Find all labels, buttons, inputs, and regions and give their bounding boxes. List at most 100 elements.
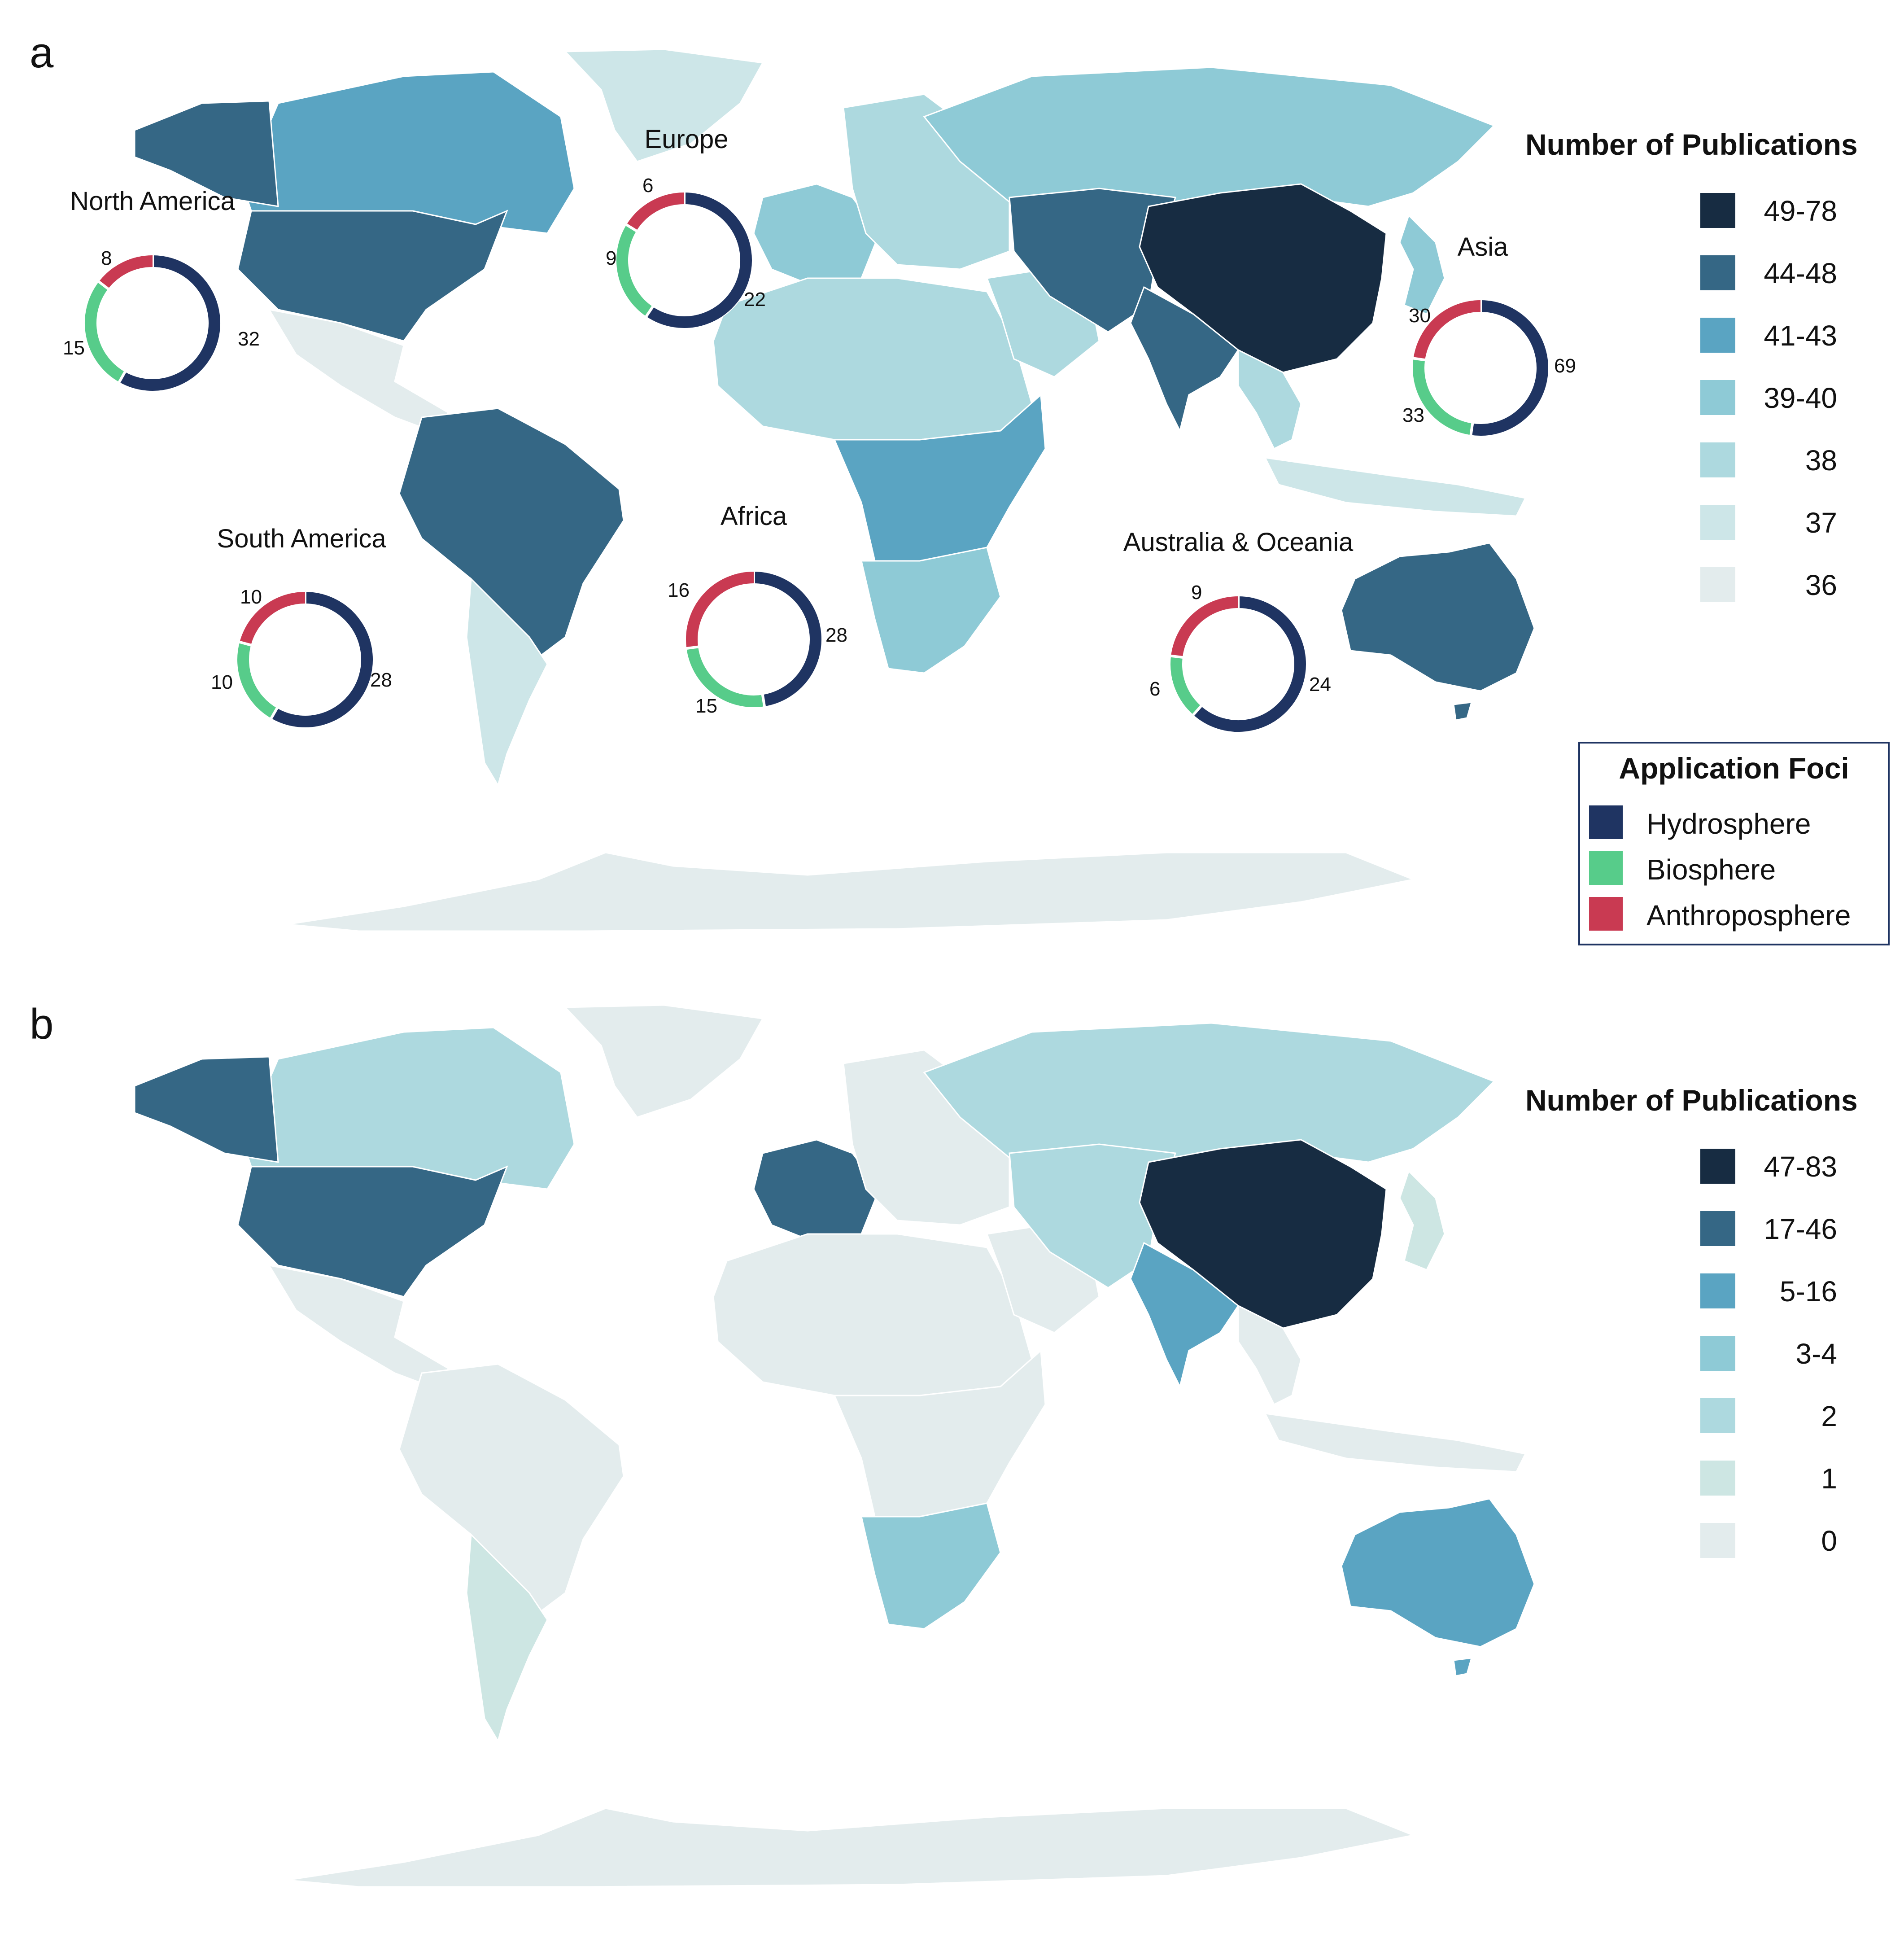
legend-swatch bbox=[1700, 442, 1735, 477]
au-anthroposphere-value: 9 bbox=[1191, 582, 1202, 604]
legend-label: 39-40 bbox=[1764, 382, 1837, 414]
donut-separator bbox=[1469, 422, 1474, 436]
donut-separator bbox=[625, 223, 638, 233]
donut-separator bbox=[1170, 654, 1184, 659]
foci-swatch-biosphere bbox=[1589, 851, 1623, 885]
south-africa-b bbox=[860, 1502, 1001, 1630]
greenland-a bbox=[563, 48, 764, 162]
foci-swatch-anthroposphere bbox=[1589, 897, 1623, 931]
australia-b bbox=[1341, 1498, 1535, 1648]
donut-segment-anthroposphere bbox=[1171, 596, 1239, 658]
donut-segment-anthroposphere bbox=[1413, 300, 1481, 360]
legend-swatch bbox=[1700, 567, 1735, 602]
china-b bbox=[1139, 1139, 1387, 1329]
canada-a bbox=[237, 71, 575, 234]
india-a bbox=[1130, 286, 1240, 433]
panel-b: b Number of bbox=[30, 1000, 1858, 1888]
southeast-asia-a bbox=[1237, 349, 1302, 450]
donut-asia bbox=[1412, 299, 1549, 437]
legend-swatch bbox=[1700, 1336, 1735, 1371]
north-africa-b bbox=[712, 1233, 1033, 1396]
legend-swatch bbox=[1700, 318, 1735, 353]
donut-segment-biosphere bbox=[85, 281, 125, 382]
donut-south-america bbox=[236, 591, 374, 728]
donut-background bbox=[616, 192, 753, 329]
alaska-b bbox=[134, 1056, 279, 1163]
donut-separator bbox=[238, 640, 252, 647]
tasmania-b bbox=[1453, 1657, 1473, 1677]
foci-label-hydrosphere: Hydrosphere bbox=[1646, 808, 1811, 840]
na-hydrosphere-value: 32 bbox=[238, 328, 260, 350]
foci-swatch-hydrosphere bbox=[1589, 805, 1623, 839]
donut-background bbox=[1170, 595, 1307, 733]
antarctica-b bbox=[287, 1807, 1416, 1888]
region-title-australia-oceania: Australia & Oceania bbox=[1123, 528, 1354, 557]
af-anthroposphere-value: 16 bbox=[668, 579, 690, 601]
legend-swatch bbox=[1700, 193, 1735, 228]
canada-b bbox=[237, 1027, 575, 1190]
asia-anthroposphere-value: 30 bbox=[1409, 305, 1431, 327]
donut-segment-anthroposphere bbox=[686, 572, 754, 649]
usa-a bbox=[237, 210, 508, 342]
sa-biosphere-value: 10 bbox=[211, 671, 233, 693]
legend-label: 1 bbox=[1821, 1462, 1837, 1495]
region-title-africa: Africa bbox=[721, 502, 787, 531]
legend-swatch bbox=[1700, 1461, 1735, 1496]
donut-europe bbox=[616, 192, 753, 329]
donut-separator bbox=[761, 693, 766, 708]
donut-background bbox=[685, 571, 822, 708]
legend-label: 44-48 bbox=[1764, 257, 1837, 289]
asia-hydrosphere-value: 69 bbox=[1554, 355, 1576, 377]
donut-separator bbox=[118, 370, 127, 384]
donut-australia-oceania bbox=[1170, 595, 1307, 733]
south-africa-a bbox=[860, 547, 1001, 674]
legend-swatch bbox=[1700, 1149, 1735, 1184]
indonesia-a bbox=[1264, 457, 1527, 517]
australia-a bbox=[1341, 542, 1535, 692]
donut-segment-hydrosphere bbox=[271, 592, 373, 727]
application-foci-title: Application Foci bbox=[1619, 752, 1849, 785]
legend-swatch bbox=[1700, 1523, 1735, 1558]
central-africa-b bbox=[833, 1349, 1046, 1518]
legend-swatch bbox=[1700, 505, 1735, 540]
donut-segment-hydrosphere bbox=[1471, 300, 1548, 436]
donut-separator bbox=[1412, 357, 1426, 362]
donut-segment-biosphere bbox=[616, 224, 653, 317]
donut-africa bbox=[685, 571, 822, 708]
na-biosphere-value: 15 bbox=[63, 337, 85, 359]
central-africa-a bbox=[833, 393, 1046, 562]
japan-b bbox=[1399, 1170, 1445, 1271]
donut-separator bbox=[269, 707, 279, 720]
southeast-asia-b bbox=[1237, 1304, 1302, 1406]
eu-anthroposphere-value: 6 bbox=[642, 175, 653, 197]
legend-label: 17-46 bbox=[1764, 1213, 1837, 1245]
legend-label: 47-83 bbox=[1764, 1150, 1837, 1183]
donut-segment-anthroposphere bbox=[626, 192, 685, 231]
south-america-a bbox=[398, 407, 624, 665]
publications-legend-a-title: Number of Publications bbox=[1525, 128, 1858, 161]
donut-segment-hydrosphere bbox=[753, 572, 821, 707]
legend-label: 49-78 bbox=[1764, 195, 1837, 227]
donut-segment-anthroposphere bbox=[99, 255, 153, 289]
donut-separator bbox=[1192, 704, 1203, 717]
region-title-north-america: North America bbox=[70, 187, 235, 216]
eu-hydrosphere-value: 22 bbox=[744, 289, 766, 311]
greenland-b bbox=[563, 1004, 764, 1118]
legend-label: 5-16 bbox=[1780, 1275, 1837, 1308]
donut-segment-biosphere bbox=[237, 642, 277, 718]
region-title-europe: Europe bbox=[644, 125, 728, 154]
southern-cone-b bbox=[466, 1533, 548, 1743]
foci-label-biosphere: Biosphere bbox=[1646, 853, 1776, 886]
world-map-a bbox=[134, 48, 1535, 932]
publications-legend-b-items: 47-83 17-46 5-16 3-4 2 1 0 bbox=[1700, 1149, 1837, 1558]
donut-background bbox=[236, 591, 374, 728]
publications-legend-a-items: 49-78 44-48 41-43 39-40 38 37 36 bbox=[1700, 193, 1837, 602]
application-foci-box bbox=[1578, 742, 1890, 945]
publications-legend-b: Number of Publications 47-83 17-46 5-16 3-4… bbox=[1525, 1084, 1858, 1558]
india-b bbox=[1130, 1242, 1240, 1389]
donut-segment-anthroposphere bbox=[240, 592, 306, 645]
donut-separator bbox=[685, 645, 699, 650]
af-biosphere-value: 15 bbox=[695, 695, 717, 717]
na-anthroposphere-value: 8 bbox=[101, 247, 112, 269]
